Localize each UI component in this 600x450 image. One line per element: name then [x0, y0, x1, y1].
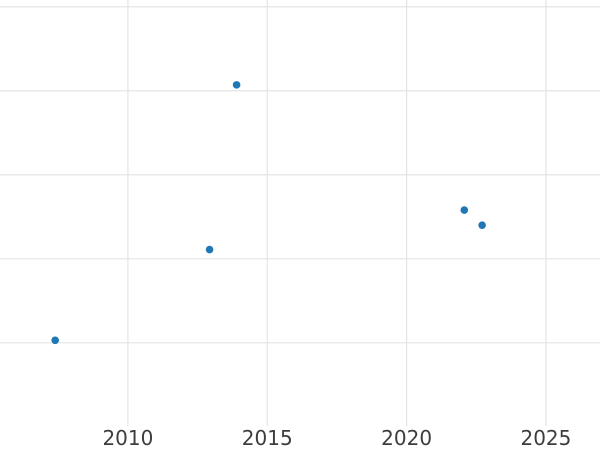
x-tick-label: 2010 — [102, 426, 153, 450]
scatter-point — [232, 81, 241, 89]
scatter-point — [205, 245, 214, 254]
x-tick-label: 2015 — [242, 426, 293, 450]
scatter-point — [460, 206, 469, 214]
x-tick-label: 2025 — [520, 426, 571, 450]
x-tick-label: 2020 — [381, 426, 432, 450]
scatter-point — [478, 221, 486, 229]
scatter-point — [51, 336, 59, 345]
